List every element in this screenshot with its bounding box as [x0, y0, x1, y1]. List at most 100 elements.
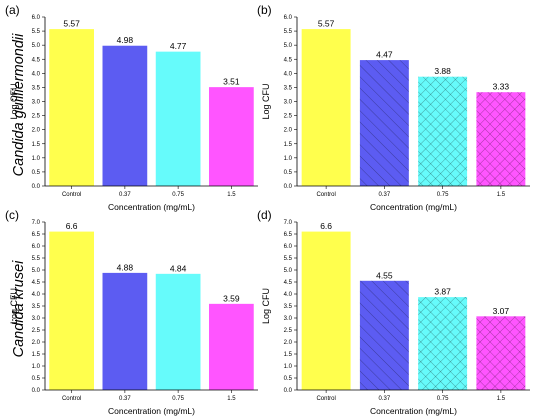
- y-tick-label: 0.5: [32, 376, 41, 382]
- y-tick-label: 3.5: [32, 304, 41, 310]
- y-tick-label: 1.5: [284, 142, 293, 148]
- y-tick-label: 6.5: [32, 232, 41, 238]
- y-tick-label: 0.5: [284, 170, 293, 176]
- chart-panel: (c) 0.0 0.5 1.0 1.5 2.0 2.5 3.0 3.5 4.0 4.5 5.0 5.5 6…: [5, 208, 258, 416]
- bar: [301, 29, 351, 187]
- data-label: 3.51: [223, 77, 240, 87]
- data-label: 6.6: [320, 221, 332, 231]
- y-tick-label: 3.5: [32, 85, 41, 91]
- y-tick-label: 2.0: [32, 128, 41, 134]
- x-tick-label: 0.37: [119, 192, 131, 198]
- y-tick-label: 2.5: [32, 328, 41, 334]
- y-tick-label: 4.5: [32, 280, 41, 286]
- y-tick-label: 3.0: [284, 316, 293, 322]
- y-tick-label: 5.0: [32, 43, 41, 49]
- y-tick-label: 0.0: [32, 388, 41, 394]
- y-tick-label: 1.0: [32, 364, 41, 370]
- y-tick-label: 2.0: [284, 340, 293, 346]
- bar: [102, 272, 148, 390]
- y-tick-label: 4.0: [284, 292, 293, 298]
- x-tick-label: 0.75: [172, 192, 184, 198]
- data-label: 3.33: [493, 82, 510, 92]
- data-label: 3.07: [493, 306, 510, 316]
- data-label: 3.87: [434, 287, 451, 297]
- bar-hatch: [476, 316, 526, 390]
- x-tick-label: Control: [316, 396, 335, 402]
- y-tick-label: 5.5: [284, 29, 293, 35]
- y-tick-label: 4.0: [284, 71, 293, 77]
- y-tick-label: 2.5: [284, 328, 293, 334]
- y-axis-title: Log CFU: [9, 288, 19, 324]
- chart-panels: (a) 0.0 0.5 1.0 1.5 2.0 2.5 3.0 3.5 4.0 4.5 5.0 5.5 6…: [5, 3, 530, 416]
- y-tick-label: 7.0: [32, 220, 41, 226]
- y-tick-label: 3.0: [32, 100, 41, 106]
- x-axis-title: Concentration (mg/mL): [370, 406, 457, 416]
- y-tick-label: 0.5: [32, 170, 41, 176]
- panel-label: (b): [257, 3, 272, 17]
- y-tick-label: 4.0: [32, 71, 41, 77]
- y-tick-label: 2.0: [284, 128, 293, 134]
- bar: [155, 51, 201, 186]
- y-tick-label: 6.5: [284, 232, 293, 238]
- data-label: 4.77: [170, 41, 187, 51]
- y-tick-label: 3.0: [284, 100, 293, 106]
- x-tick-label: 0.37: [119, 396, 131, 402]
- data-label: 6.6: [66, 221, 78, 231]
- y-tick-label: 4.5: [284, 280, 293, 286]
- y-tick-label: 3.5: [284, 304, 293, 310]
- y-tick-label: 0.0: [32, 184, 41, 190]
- y-tick-label: 2.0: [32, 340, 41, 346]
- y-tick-label: 3.0: [32, 316, 41, 322]
- y-tick-label: 1.5: [32, 142, 41, 148]
- chart-panel: (a) 0.0 0.5 1.0 1.5 2.0 2.5 3.0 3.5 4.0 4.5 5.0 5.5 6…: [5, 3, 258, 212]
- data-label: 4.47: [376, 50, 393, 60]
- bar-hatch: [359, 60, 409, 186]
- panel-label: (c): [5, 208, 19, 222]
- y-tick-label: 6.0: [284, 244, 293, 250]
- row-label-bottom: Candida krusei: [11, 260, 27, 357]
- x-tick-label: 0.75: [172, 396, 184, 402]
- y-tick-label: 4.5: [32, 57, 41, 63]
- y-tick-label: 0.0: [284, 388, 293, 394]
- chart-panel: (d) 0.0 0.5 1.0 1.5 2.0 2.5 3.0 3.5 4.0 4.5 5.0 5.5 6…: [257, 208, 530, 416]
- x-tick-label: 0.37: [379, 192, 391, 198]
- y-tick-label: 5.5: [32, 256, 41, 262]
- bar-hatch: [418, 76, 468, 186]
- y-tick-label: 6.0: [284, 15, 293, 21]
- bar: [155, 273, 201, 390]
- y-tick-label: 2.5: [32, 114, 41, 120]
- y-tick-label: 4.5: [284, 57, 293, 63]
- x-axis-title: Concentration (mg/mL): [108, 202, 195, 212]
- data-label: 4.98: [117, 35, 134, 45]
- row-label-top: Candida guilliermondii: [11, 33, 27, 176]
- x-tick-label: Control: [62, 192, 81, 198]
- y-tick-label: 6.0: [32, 15, 41, 21]
- bar: [49, 231, 94, 390]
- y-tick-label: 0.0: [284, 184, 293, 190]
- y-tick-label: 7.0: [284, 220, 293, 226]
- x-axis-title: Concentration (mg/mL): [370, 202, 457, 212]
- bar: [301, 231, 351, 390]
- y-tick-label: 1.5: [32, 352, 41, 358]
- x-tick-label: 0.75: [437, 396, 449, 402]
- x-tick-label: Control: [316, 192, 335, 198]
- x-tick-label: Control: [62, 396, 81, 402]
- bar-hatch: [359, 280, 409, 390]
- x-tick-label: 1.5: [227, 192, 236, 198]
- y-axis-title: Log CFU: [261, 83, 271, 119]
- data-label: 4.84: [170, 263, 187, 273]
- y-tick-label: 1.0: [32, 156, 41, 162]
- data-label: 5.57: [318, 19, 335, 29]
- data-label: 5.57: [63, 19, 80, 29]
- data-label: 3.59: [223, 293, 240, 303]
- y-tick-label: 1.0: [284, 364, 293, 370]
- y-tick-label: 0.5: [284, 376, 293, 382]
- data-label: 4.88: [117, 262, 134, 272]
- bar: [102, 45, 148, 187]
- y-tick-label: 5.5: [32, 29, 41, 35]
- x-tick-label: 1.5: [497, 192, 506, 198]
- panel-label: (d): [257, 208, 272, 222]
- y-tick-label: 1.0: [284, 156, 293, 162]
- x-tick-label: 0.37: [379, 396, 391, 402]
